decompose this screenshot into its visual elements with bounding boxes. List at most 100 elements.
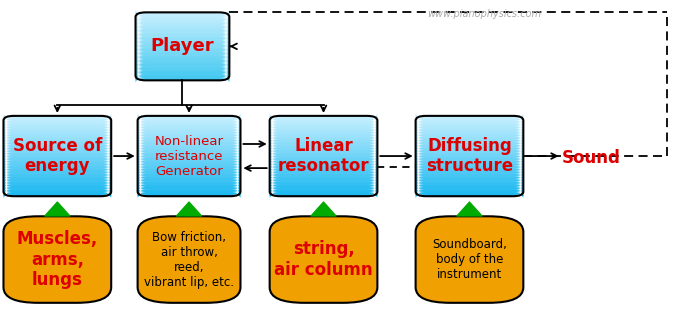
FancyBboxPatch shape (270, 153, 377, 160)
FancyBboxPatch shape (416, 132, 523, 139)
FancyBboxPatch shape (136, 49, 229, 56)
FancyBboxPatch shape (416, 176, 523, 183)
FancyBboxPatch shape (416, 164, 523, 171)
FancyBboxPatch shape (3, 166, 111, 173)
FancyBboxPatch shape (3, 134, 111, 141)
FancyBboxPatch shape (3, 135, 111, 142)
FancyBboxPatch shape (270, 180, 377, 187)
FancyBboxPatch shape (136, 44, 229, 52)
Text: Bow friction,
air throw,
reed,
vibrant lip, etc.: Bow friction, air throw, reed, vibrant l… (144, 231, 234, 289)
FancyBboxPatch shape (138, 171, 240, 178)
FancyBboxPatch shape (416, 159, 523, 167)
FancyBboxPatch shape (3, 140, 111, 147)
FancyBboxPatch shape (3, 126, 111, 133)
FancyBboxPatch shape (3, 185, 111, 192)
FancyBboxPatch shape (270, 184, 377, 191)
FancyBboxPatch shape (138, 184, 240, 191)
FancyBboxPatch shape (138, 167, 240, 175)
FancyBboxPatch shape (3, 127, 111, 134)
FancyBboxPatch shape (138, 159, 240, 167)
FancyBboxPatch shape (136, 28, 229, 36)
Text: Sound: Sound (562, 149, 621, 167)
Text: string,
air column: string, air column (275, 240, 373, 279)
FancyBboxPatch shape (138, 145, 240, 152)
FancyBboxPatch shape (416, 154, 523, 162)
FancyBboxPatch shape (136, 74, 229, 82)
FancyBboxPatch shape (416, 192, 523, 199)
FancyBboxPatch shape (416, 143, 523, 150)
FancyBboxPatch shape (416, 184, 523, 191)
FancyBboxPatch shape (3, 119, 111, 126)
FancyBboxPatch shape (138, 118, 240, 125)
FancyBboxPatch shape (3, 182, 111, 189)
FancyBboxPatch shape (3, 138, 111, 146)
FancyBboxPatch shape (3, 145, 111, 152)
FancyBboxPatch shape (138, 180, 240, 187)
FancyBboxPatch shape (136, 19, 229, 26)
FancyBboxPatch shape (270, 161, 377, 168)
FancyBboxPatch shape (136, 63, 229, 71)
FancyBboxPatch shape (270, 145, 377, 152)
FancyBboxPatch shape (270, 137, 377, 144)
FancyBboxPatch shape (416, 119, 523, 126)
FancyBboxPatch shape (416, 185, 523, 192)
FancyBboxPatch shape (138, 135, 240, 142)
FancyBboxPatch shape (270, 116, 377, 123)
FancyBboxPatch shape (270, 135, 377, 142)
FancyBboxPatch shape (136, 23, 229, 30)
FancyBboxPatch shape (138, 172, 240, 179)
FancyBboxPatch shape (270, 156, 377, 163)
FancyBboxPatch shape (270, 187, 377, 194)
FancyBboxPatch shape (270, 192, 377, 199)
FancyBboxPatch shape (3, 164, 111, 171)
FancyBboxPatch shape (270, 182, 377, 189)
FancyBboxPatch shape (136, 42, 229, 49)
FancyBboxPatch shape (416, 182, 523, 189)
FancyBboxPatch shape (3, 124, 111, 131)
FancyBboxPatch shape (270, 146, 377, 154)
FancyBboxPatch shape (416, 172, 523, 179)
FancyBboxPatch shape (270, 185, 377, 192)
FancyArrowPatch shape (45, 202, 70, 216)
FancyBboxPatch shape (138, 164, 240, 171)
FancyBboxPatch shape (136, 11, 229, 18)
FancyBboxPatch shape (3, 122, 111, 129)
FancyBboxPatch shape (270, 188, 377, 195)
FancyBboxPatch shape (270, 174, 377, 181)
FancyBboxPatch shape (416, 161, 523, 168)
FancyBboxPatch shape (3, 156, 111, 163)
FancyBboxPatch shape (136, 70, 229, 78)
Text: Player: Player (151, 37, 214, 55)
FancyBboxPatch shape (136, 31, 229, 38)
FancyBboxPatch shape (416, 158, 523, 165)
Text: Source of
energy: Source of energy (13, 137, 102, 176)
FancyBboxPatch shape (136, 20, 229, 27)
FancyBboxPatch shape (138, 138, 240, 146)
FancyBboxPatch shape (270, 132, 377, 139)
FancyBboxPatch shape (3, 154, 111, 162)
FancyBboxPatch shape (136, 76, 229, 83)
FancyBboxPatch shape (270, 166, 377, 173)
FancyBboxPatch shape (3, 153, 111, 160)
FancyBboxPatch shape (136, 13, 229, 20)
FancyBboxPatch shape (416, 171, 523, 178)
FancyBboxPatch shape (136, 47, 229, 54)
FancyBboxPatch shape (270, 172, 377, 179)
FancyBboxPatch shape (136, 16, 229, 23)
FancyBboxPatch shape (138, 140, 240, 147)
FancyBboxPatch shape (136, 54, 229, 61)
FancyBboxPatch shape (136, 9, 229, 16)
FancyBboxPatch shape (416, 156, 523, 163)
FancyBboxPatch shape (416, 129, 523, 136)
FancyBboxPatch shape (416, 216, 523, 303)
FancyBboxPatch shape (3, 132, 111, 139)
FancyBboxPatch shape (3, 177, 111, 184)
FancyBboxPatch shape (3, 180, 111, 187)
FancyBboxPatch shape (416, 122, 523, 129)
FancyBboxPatch shape (270, 126, 377, 133)
FancyBboxPatch shape (416, 163, 523, 170)
FancyBboxPatch shape (138, 142, 240, 149)
FancyBboxPatch shape (3, 192, 111, 199)
FancyBboxPatch shape (136, 43, 229, 50)
FancyBboxPatch shape (3, 179, 111, 186)
